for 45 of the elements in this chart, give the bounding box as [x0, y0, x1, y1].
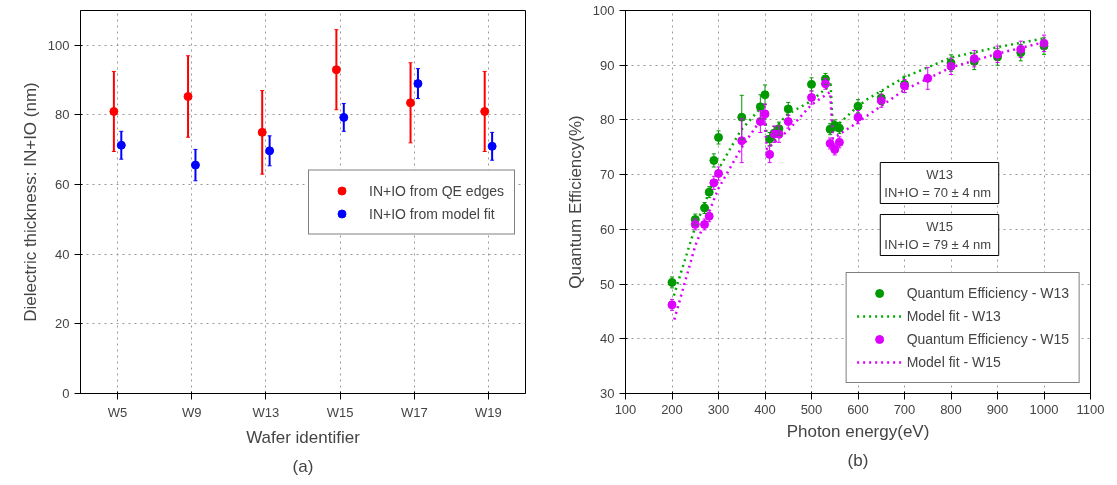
annotation: W15 IN+IO = 79 ± 4 nm: [884, 218, 992, 252]
y-tick-label: 40: [55, 246, 70, 262]
annotation: W13 IN+IO = 70 ± 4 nm: [884, 166, 992, 200]
y-tick-label: 30: [600, 386, 615, 401]
y-tick-label: 20: [55, 316, 70, 332]
y-tick-label: 0: [62, 386, 70, 401]
x-tick-label: W15: [326, 404, 354, 420]
x-tick-label: 300: [707, 401, 730, 417]
x-tick-label: W5: [107, 404, 128, 420]
y-tick-label: 50: [600, 276, 615, 292]
legend-label: IN+IO from model fit: [369, 205, 495, 221]
legend-label: Model fit - W15: [906, 354, 1001, 370]
y-axis-title: Dielectric thickness: IN+IO (nm): [20, 82, 40, 322]
x-tick-label: W19: [475, 404, 502, 420]
y-tick-label: 100: [47, 37, 70, 53]
x-tick-label: W17: [400, 404, 428, 420]
x-tick-label: 800: [940, 401, 962, 417]
y-tick-label: 80: [55, 107, 70, 123]
x-tick-label: W13: [252, 404, 280, 420]
x-tick-label: 100: [614, 401, 637, 417]
x-tick-label: 500: [800, 401, 823, 417]
x-tick-label: 200: [661, 401, 683, 417]
x-tick-label: W9: [182, 404, 202, 420]
y-tick-label: 80: [600, 112, 615, 128]
y-tick-label: 100: [592, 3, 615, 18]
x-axis-title: Photon energy(eV): [786, 421, 930, 441]
y-tick-label: 70: [600, 167, 615, 183]
x-tick-label: 1100: [1076, 401, 1105, 417]
x-tick-label: 1000: [1029, 401, 1059, 417]
y-tick-label: 40: [600, 331, 615, 347]
x-tick-label: 900: [986, 401, 1009, 417]
x-tick-label: 700: [893, 401, 916, 417]
legend-label: Model fit - W13: [906, 308, 1001, 324]
x-tick-label: 400: [754, 401, 776, 417]
y-tick-label: 90: [600, 57, 615, 73]
legend-label: Quantum Efficiency - W13: [906, 285, 1069, 301]
text: (a): [292, 456, 314, 476]
legend-label: Quantum Efficiency - W15: [906, 331, 1069, 347]
legend-label: IN+IO from QE edges: [369, 182, 504, 198]
x-tick-label: 600: [847, 401, 869, 417]
y-tick-label: 60: [600, 221, 615, 237]
y-axis-title: Quantum Efficiency(%): [565, 115, 585, 289]
y-tick-label: 60: [55, 177, 70, 193]
text: (b): [847, 450, 869, 470]
x-axis-title: Wafer identifier: [246, 427, 361, 447]
